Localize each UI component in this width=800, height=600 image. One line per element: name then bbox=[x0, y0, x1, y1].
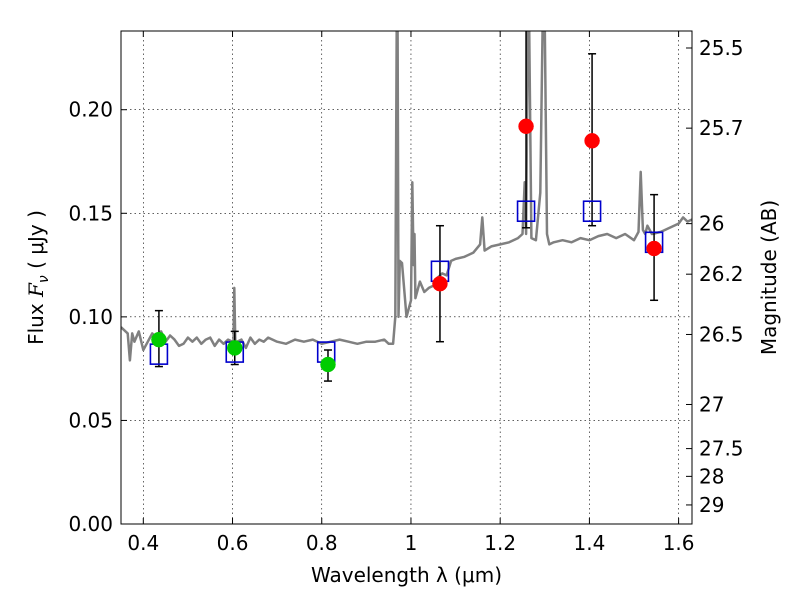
observed-point-layer bbox=[151, 118, 662, 373]
errorbar-layer bbox=[154, 31, 659, 382]
y-axis-label-prefix: Flux bbox=[24, 297, 48, 345]
model-flux-square bbox=[582, 200, 602, 223]
magnitude-tick-label: 26.2 bbox=[699, 262, 744, 286]
y-axis-label-suffix: ( μJy ) bbox=[24, 210, 48, 275]
magnitude-tick-label: 27 bbox=[699, 392, 724, 416]
observed-flux-point bbox=[584, 133, 600, 149]
y-axis-label: Flux Fν ( μJy ) bbox=[24, 210, 52, 345]
x-axis: 0.4 0.6 0.8 1 1.2 1.4 1.6 bbox=[127, 31, 695, 555]
magnitude-tick-label: 26 bbox=[699, 212, 724, 236]
y-tick-label: 0.15 bbox=[68, 201, 113, 225]
magnitude-tick-label: 25.5 bbox=[699, 36, 744, 60]
x-tick-label: 1.2 bbox=[484, 531, 516, 555]
observed-flux-point bbox=[227, 340, 243, 356]
grid bbox=[121, 31, 692, 525]
y-axis-label-symbol: F bbox=[24, 282, 48, 298]
x-tick-label: 1 bbox=[405, 531, 418, 555]
plot-frame bbox=[120, 30, 693, 525]
y-tick-label: 0.05 bbox=[68, 408, 113, 432]
x-tick-label: 0.8 bbox=[306, 531, 338, 555]
magnitude-tick-label: 29 bbox=[699, 493, 724, 517]
x-axis-label: Wavelength λ (μm) bbox=[311, 563, 502, 587]
spectrum-layer bbox=[121, 31, 692, 362]
y-axis-label-subscript: ν bbox=[36, 275, 52, 283]
magnitude-axis: 25.5 25.7 26 26.2 26.5 27 27.5 28 29 bbox=[686, 36, 744, 517]
x-tick-label: 1.6 bbox=[663, 531, 695, 555]
x-tick-label: 0.4 bbox=[127, 531, 159, 555]
y-tick-label: 0.00 bbox=[68, 512, 113, 536]
x-tick-label: 1.4 bbox=[573, 531, 605, 555]
spectrum-line bbox=[121, 31, 692, 362]
y-axis: 0.00 0.05 0.10 0.15 0.20 bbox=[68, 98, 127, 536]
magnitude-axis-label: Magnitude (AB) bbox=[757, 200, 781, 355]
magnitude-tick-label: 26.5 bbox=[699, 322, 744, 346]
y-tick-label: 0.10 bbox=[68, 305, 113, 329]
model-flux-square bbox=[516, 200, 536, 223]
magnitude-tick-label: 28 bbox=[699, 464, 724, 488]
magnitude-tick-label: 27.5 bbox=[699, 437, 744, 461]
observed-flux-point bbox=[151, 331, 167, 348]
plot-area bbox=[121, 31, 692, 382]
observed-flux-point bbox=[646, 240, 662, 257]
y-tick-label: 0.20 bbox=[68, 98, 113, 122]
x-tick-label: 0.6 bbox=[217, 531, 249, 555]
observed-flux-point bbox=[320, 356, 336, 373]
observed-flux-point bbox=[518, 118, 534, 135]
observed-flux-point bbox=[432, 275, 448, 292]
magnitude-tick-label: 25.7 bbox=[699, 116, 744, 140]
